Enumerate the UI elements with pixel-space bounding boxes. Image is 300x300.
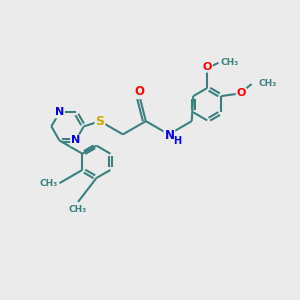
Text: N: N [164,129,174,142]
Text: CH₃: CH₃ [259,79,277,88]
Text: O: O [134,85,144,98]
Text: S: S [95,115,104,128]
Text: H: H [173,136,181,146]
Text: CH₃: CH₃ [220,58,239,67]
Text: N: N [55,107,64,117]
Text: CH₃: CH₃ [69,205,87,214]
Text: N: N [71,136,80,146]
Text: CH₃: CH₃ [40,179,58,188]
Text: O: O [202,62,212,72]
Text: O: O [237,88,246,98]
